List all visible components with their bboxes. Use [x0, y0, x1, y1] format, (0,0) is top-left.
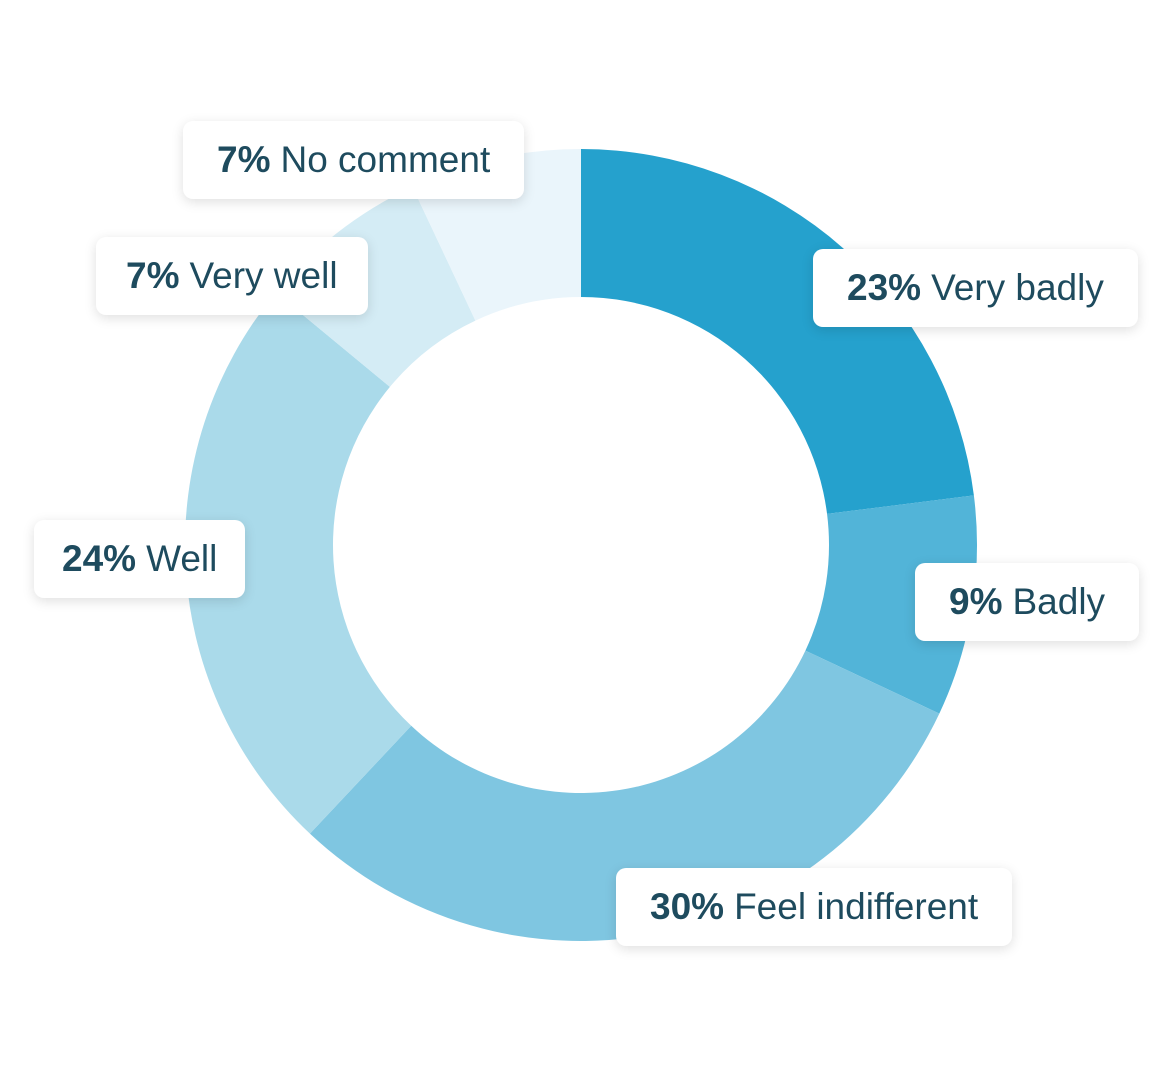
donut-slice-very-well	[275, 186, 476, 387]
donut-slice-badly	[805, 495, 978, 714]
donut-slice-well	[184, 292, 412, 834]
label-very-badly-percent: 23%	[847, 267, 922, 308]
donut-slice-very-badly	[581, 149, 974, 514]
label-no-comment-text: No comment	[280, 139, 491, 180]
label-feel-indifferent: 30% Feel indifferent	[616, 868, 1013, 946]
label-well-text: Well	[146, 538, 218, 579]
label-no-comment: 7% No comment	[183, 121, 525, 199]
label-feel-indifferent-text: Feel indifferent	[734, 886, 979, 927]
label-very-well-percent: 7%	[126, 255, 180, 296]
label-badly-text: Badly	[1012, 581, 1106, 622]
label-feel-indifferent-percent: 30%	[650, 886, 725, 927]
label-no-comment-percent: 7%	[217, 139, 271, 180]
label-very-badly: 23% Very badly	[813, 249, 1138, 327]
label-very-badly-text: Very badly	[931, 267, 1104, 308]
label-badly-percent: 9%	[949, 581, 1003, 622]
label-well-percent: 24%	[62, 538, 137, 579]
label-badly: 9% Badly	[915, 563, 1140, 641]
label-very-well-text: Very well	[189, 255, 338, 296]
label-very-well: 7% Very well	[96, 237, 368, 315]
label-well: 24% Well	[34, 520, 246, 598]
